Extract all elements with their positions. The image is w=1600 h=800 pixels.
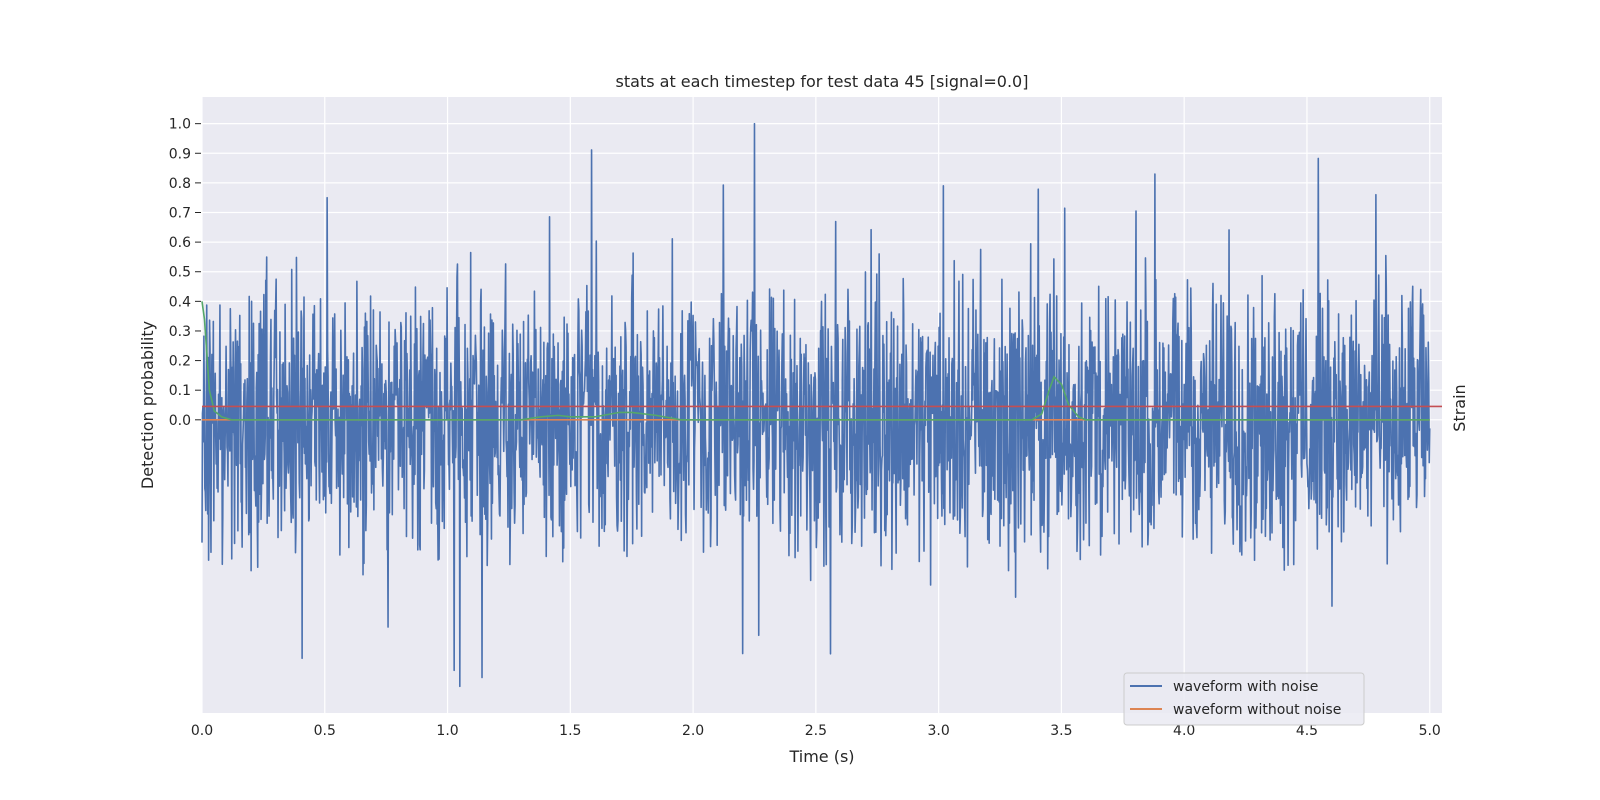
ticks: 0.0 0.5 1.0 1.5 2.0 2.5 3.0 3.5 4.0 4.5 5.0 0.0 0.1 0… [169,117,1441,739]
x-tick-label: 4.5 [1296,723,1318,739]
legend-label-clean: waveform without noise [1173,702,1341,718]
y-tick-label: 0.0 [169,413,191,429]
y-axis-title: Detection probability [138,321,157,489]
y-tick-label: 0.1 [169,383,191,399]
y-tick-label: 0.6 [169,235,191,251]
y-tick-label: 0.3 [169,324,191,340]
x-tick-label: 2.5 [805,723,827,739]
x-tick-label: 1.5 [559,723,581,739]
x-tick-label: 0.0 [191,723,213,739]
y-tick-label: 0.8 [169,176,191,192]
x-tick-label: 4.0 [1173,723,1195,739]
y-tick-label: 0.9 [169,146,191,162]
chart-title: stats at each timestep for test data 45 … [616,72,1029,91]
x-axis-title: Time (s) [788,747,854,766]
legend: waveform with noise waveform without noi… [1123,672,1365,726]
legend-box [1123,672,1365,726]
legend-label-noise: waveform with noise [1173,679,1318,695]
right-axis-title: Strain [1450,384,1469,431]
x-tick-label: 0.5 [314,723,336,739]
series-detection-probability [201,301,1430,421]
y-tick-label: 1.0 [169,117,191,133]
y-tick-label: 0.2 [169,354,191,370]
y-tick-label: 0.4 [169,294,191,310]
y-tick-label: 0.5 [169,265,191,281]
x-tick-label: 2.0 [682,723,704,739]
x-tick-label: 1.0 [436,723,458,739]
x-tick-label: 5.0 [1419,723,1441,739]
y-tick-label: 0.7 [169,206,191,222]
data-layer [201,122,1442,688]
x-tick-label: 3.0 [928,723,950,739]
series-waveform-with-noise [201,122,1431,688]
x-tick-label: 3.5 [1050,723,1072,739]
